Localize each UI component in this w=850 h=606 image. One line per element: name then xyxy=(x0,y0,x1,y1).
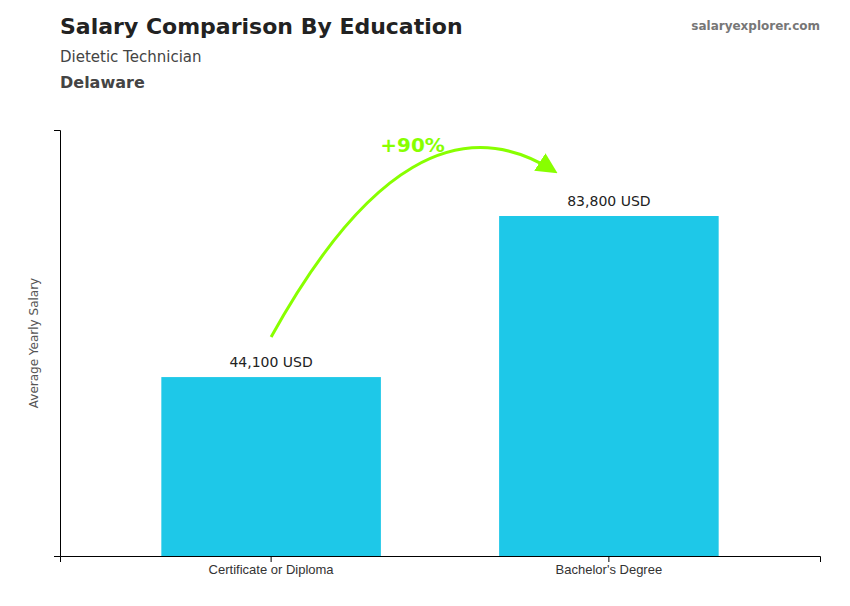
x-tick-label: Certificate or Diploma xyxy=(209,562,335,577)
subtitle: Delaware xyxy=(60,73,145,92)
bar xyxy=(499,216,719,556)
y-axis-line xyxy=(54,131,61,557)
x-axis: Certificate or Diploma Bachelor's Degree xyxy=(61,556,821,577)
bars xyxy=(161,216,718,556)
data-labels: 44,100 USD 83,800 USD xyxy=(229,193,650,370)
chart: Salary Comparison By Education Dietetic T… xyxy=(0,0,850,606)
subtitle: Dietetic Technician xyxy=(60,48,202,66)
y-axis xyxy=(54,131,61,557)
watermark-part: .com xyxy=(788,19,820,33)
bar xyxy=(161,377,381,556)
x-tick-mark xyxy=(271,556,272,562)
watermark-part: salary xyxy=(691,19,732,33)
y-axis-title: Average Yearly Salary xyxy=(27,278,41,408)
x-tick: Bachelor's Degree xyxy=(556,556,663,577)
x-tick-mark xyxy=(608,556,609,562)
watermark-part: explorer xyxy=(732,19,789,33)
change-arrow xyxy=(271,148,554,337)
x-tick-label: Bachelor's Degree xyxy=(556,562,663,577)
x-axis-line xyxy=(61,557,821,563)
data-label: 83,800 USD xyxy=(567,193,650,209)
watermark: salaryexplorer.com xyxy=(691,19,820,33)
data-label: 44,100 USD xyxy=(229,354,312,370)
annotation: +90% xyxy=(380,133,445,157)
x-tick: Certificate or Diploma xyxy=(209,556,335,577)
title: Salary Comparison By Education xyxy=(60,14,463,39)
plot: Certificate or Diploma Bachelor's Degree A… xyxy=(27,131,821,578)
